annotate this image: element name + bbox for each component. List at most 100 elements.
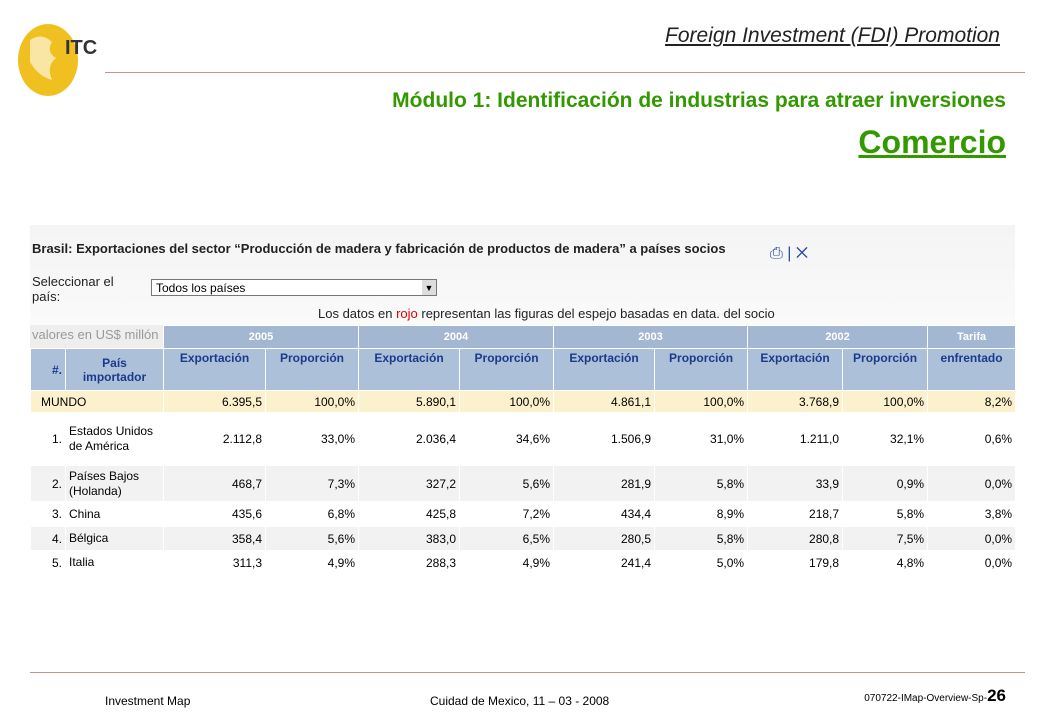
cell: 5,8% (654, 465, 749, 502)
column-header: País importador (65, 348, 164, 391)
data-row: 1. Estados Unidos de América 2.112,8 33,0% 2… (30, 412, 1017, 466)
cell: 0,0% (927, 526, 1017, 551)
rank: 4. (30, 526, 66, 551)
cell: 0,0% (927, 465, 1017, 502)
cell: 7,3% (264, 465, 360, 502)
column-header: Exportación (747, 348, 844, 391)
header-title: Foreign Investment (FDI) Promotion (665, 24, 1000, 47)
note-red: rojo (396, 306, 418, 321)
footer-left: Investment Map (105, 694, 191, 708)
group-header: 2002 (747, 325, 929, 349)
country: Italia (65, 550, 164, 575)
subtitle: Comercio (858, 124, 1006, 160)
cell: 281,9 (553, 465, 656, 502)
country-select[interactable]: Todos los países ▼ (151, 279, 437, 296)
cell: 5.890,1 (358, 390, 461, 413)
cell: 1.506,9 (553, 412, 656, 466)
country: China (65, 501, 164, 527)
group-header: 2005 (162, 325, 360, 349)
cell: 6.395,5 (163, 390, 266, 413)
panel (30, 225, 1015, 325)
cell: 218,7 (747, 501, 844, 527)
column-header: enfrentado (927, 348, 1017, 391)
data-row: 3. China 435,6 6,8% 425,8 7,2% 434,4 8,9% 218,7 5… (30, 501, 1017, 527)
cell: 280,5 (553, 526, 656, 551)
cell: 100,0% (654, 390, 749, 413)
cell: 3.768,9 (747, 390, 844, 413)
note: Los datos en rojo representan las figura… (318, 306, 775, 321)
cell: 327,2 (358, 465, 461, 502)
data-row: 2. Países Bajos (Holanda) 468,7 7,3% 327,2 5,… (30, 465, 1017, 502)
cell: 0,6% (927, 412, 1017, 466)
cell: 32,1% (842, 412, 929, 466)
cell: 2.036,4 (358, 412, 461, 466)
column-header: Exportación (553, 348, 656, 391)
footer-right: 070722-IMap-Overview-Sp-26 (864, 686, 1006, 706)
group-row: 2005 2004 2003 2002 Tarifa (31, 325, 1017, 349)
column-header: Proporción (264, 348, 360, 391)
country: Países Bajos (Holanda) (65, 465, 164, 502)
cell: 100,0% (459, 390, 555, 413)
column-header: #. (30, 348, 66, 391)
cell: 383,0 (358, 526, 461, 551)
cell: 0,0% (927, 550, 1017, 575)
data-row: MUNDO 6.395,5 100,0% 5.890,1 100,0% 4.861,1 10… (30, 390, 1017, 413)
column-header: Proporción (654, 348, 749, 391)
cell: 0,9% (842, 465, 929, 502)
rank: 3. (30, 501, 66, 527)
cell: 358,4 (163, 526, 266, 551)
cell: 7,2% (459, 501, 555, 527)
select-label: Seleccionar el país: (32, 274, 114, 304)
cell: 6,5% (459, 526, 555, 551)
cell: 435,6 (163, 501, 266, 527)
cell: 100,0% (842, 390, 929, 413)
cell: 5,6% (459, 465, 555, 502)
data-row: 4. Bélgica 358,4 5,6% 383,0 6,5% 280,5 5,8% 280,… (30, 526, 1017, 551)
cell: 241,4 (553, 550, 656, 575)
footer-code: 070722-IMap-Overview-Sp- (864, 693, 988, 704)
cell: 8,9% (654, 501, 749, 527)
cell: 4.861,1 (553, 390, 656, 413)
column-header: Proporción (842, 348, 929, 391)
select-value: Todos los países (156, 281, 246, 295)
note-text: Los datos en (318, 306, 397, 321)
cell: 100,0% (264, 390, 360, 413)
cell: 31,0% (654, 412, 749, 466)
cell: 434,4 (553, 501, 656, 527)
group-header: 2004 (358, 325, 555, 349)
cell: 4,9% (264, 550, 360, 575)
country: MUNDO (30, 390, 164, 413)
footer-center: Cuidad de Mexico, 11 – 03 - 2008 (430, 694, 610, 708)
column-row: #. País importador Exportación Proporción Ex… (30, 348, 1017, 391)
cell: 179,8 (747, 550, 844, 575)
logo: ITC (18, 24, 97, 96)
cell: 7,5% (842, 526, 929, 551)
logo-text: ITC (65, 37, 97, 59)
spacer (31, 326, 164, 349)
cell: 468,7 (163, 465, 266, 502)
cell: 1.211,0 (747, 412, 844, 466)
toolbar-icons[interactable]: ⎙ | ✕ (770, 245, 809, 262)
cell: 425,8 (358, 501, 461, 527)
cell: 5,6% (264, 526, 360, 551)
module-title: Módulo 1: Identificación de industrias p… (392, 89, 1006, 112)
cell: 288,3 (358, 550, 461, 575)
cell: 3,8% (927, 501, 1017, 527)
cell: 5,8% (654, 526, 749, 551)
cell: 33,0% (264, 412, 360, 466)
rule (105, 72, 1025, 73)
country: Bélgica (65, 526, 164, 551)
column-header: Exportación (163, 348, 266, 391)
cell: 6,8% (264, 501, 360, 527)
group-header: Tarifa (927, 325, 1017, 349)
data-row: 5. Italia 311,3 4,9% 288,3 4,9% 241,4 5,0% 179,8… (30, 550, 1017, 575)
rank: 5. (30, 550, 66, 575)
rank: 2. (30, 465, 66, 502)
cell: 4,8% (842, 550, 929, 575)
cell: 8,2% (927, 390, 1017, 413)
note-text: representan las figuras del espejo basad… (417, 306, 775, 321)
cell: 311,3 (163, 550, 266, 575)
data-table: 2005 2004 2003 2002 Tarifa #. País importador E… (30, 325, 1017, 575)
page-number: 26 (987, 686, 1006, 705)
